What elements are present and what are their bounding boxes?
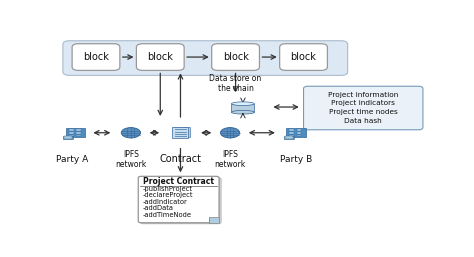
Text: block: block — [223, 52, 248, 62]
Text: -addTimeNode: -addTimeNode — [143, 212, 191, 218]
Bar — [69, 135, 73, 136]
Text: Party A: Party A — [56, 155, 88, 164]
Bar — [289, 135, 294, 136]
Text: Project time nodes: Project time nodes — [329, 109, 398, 115]
Bar — [284, 136, 293, 139]
FancyBboxPatch shape — [280, 44, 328, 70]
Text: Party B: Party B — [280, 155, 312, 164]
Bar — [231, 104, 255, 112]
FancyBboxPatch shape — [303, 86, 423, 130]
Bar — [76, 132, 81, 134]
Bar — [66, 128, 85, 137]
FancyBboxPatch shape — [212, 44, 259, 70]
Bar — [76, 135, 81, 136]
Bar — [286, 128, 306, 137]
FancyBboxPatch shape — [63, 41, 347, 75]
Bar — [297, 135, 301, 136]
Bar — [173, 127, 189, 138]
Text: -addIndicator: -addIndicator — [143, 199, 188, 205]
Bar — [76, 129, 81, 131]
Bar — [69, 129, 73, 131]
Circle shape — [220, 127, 240, 138]
Text: IPFS
network: IPFS network — [214, 150, 246, 169]
Bar — [64, 136, 72, 139]
Ellipse shape — [231, 111, 255, 114]
Bar — [289, 129, 294, 131]
Bar — [285, 136, 292, 139]
Text: Project Contract: Project Contract — [143, 177, 214, 186]
Text: IPFS
network: IPFS network — [115, 150, 146, 169]
FancyBboxPatch shape — [137, 44, 184, 70]
Text: block: block — [147, 52, 173, 62]
FancyBboxPatch shape — [138, 176, 219, 223]
Bar — [289, 132, 294, 134]
FancyBboxPatch shape — [72, 44, 120, 70]
Text: Project indicators: Project indicators — [331, 100, 395, 106]
Text: block: block — [83, 52, 109, 62]
Text: Data store on
the chain: Data store on the chain — [210, 74, 262, 93]
Bar — [173, 127, 190, 137]
Bar — [69, 132, 73, 134]
Text: -addData: -addData — [143, 205, 173, 211]
Text: Project information: Project information — [328, 91, 399, 98]
Text: -publishProject: -publishProject — [143, 186, 192, 191]
Text: Data hash: Data hash — [344, 118, 382, 124]
Text: Contract: Contract — [159, 154, 201, 164]
Text: -declareProject: -declareProject — [143, 192, 193, 198]
Bar — [64, 136, 73, 139]
Bar — [297, 129, 301, 131]
Circle shape — [121, 127, 140, 138]
Text: block: block — [291, 52, 317, 62]
Polygon shape — [209, 217, 219, 223]
Bar — [297, 132, 301, 134]
Ellipse shape — [231, 102, 255, 106]
FancyBboxPatch shape — [140, 178, 221, 224]
